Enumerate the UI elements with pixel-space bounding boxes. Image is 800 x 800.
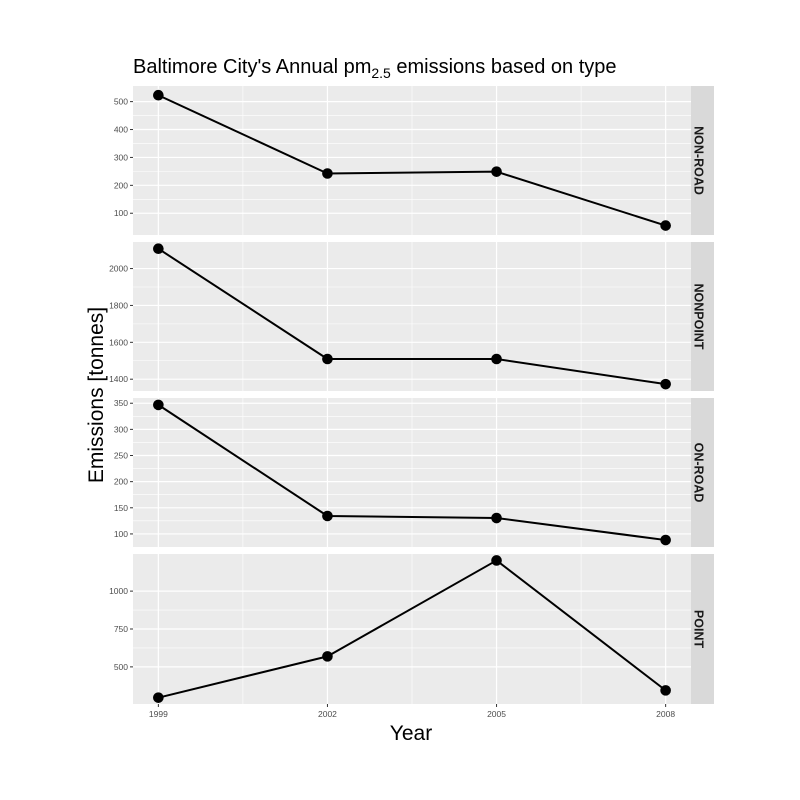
y-tick-label: 200 [114,477,128,487]
y-tick-label: 500 [114,97,128,107]
y-tick-label: 2000 [109,264,128,274]
data-point [153,89,164,101]
data-point [660,220,671,231]
y-tick-label: 1800 [109,300,128,310]
chart-title: Baltimore City's Annual pm2.5 emissions … [133,56,617,81]
series-line-point [158,559,667,699]
data-point [322,651,333,662]
y-tick-label: 300 [114,424,128,434]
data-point [153,243,164,255]
x-tick-label: 1999 [149,709,168,719]
data-point [660,534,671,546]
series-line-non-road [157,94,666,227]
facet-panels: 100 200 300 400 500 NON-ROAD 1400 1600 1800 2000 N… [109,86,714,704]
y-tick-label: 350 [114,398,128,408]
data-point [491,555,502,566]
y-tick-label: 1600 [109,337,128,347]
y-tick-label: 100 [114,529,128,539]
y-tick-label: 200 [114,180,128,190]
facet-strip [691,554,714,704]
facet-label-on-road: ON-ROAD [692,443,706,503]
facet-strip [691,86,714,235]
panel-nonpoint: 1400 1600 1800 2000 NONPOINT [109,242,714,391]
data-point [322,168,333,179]
facet-label-point: POINT [692,610,706,649]
data-point [322,353,333,365]
panel-non-road: 100 200 300 400 500 NON-ROAD [114,86,714,235]
chart-title-main: Baltimore City's Annual pm [133,56,371,78]
y-tick-label: 400 [114,125,128,135]
facet-strip [691,242,714,391]
y-tick-label: 300 [114,152,128,162]
data-point [660,685,671,696]
data-point [491,353,502,365]
y-axis-title: Emissions [tonnes] [85,307,108,483]
chart-title-end: emissions based on type [391,56,617,78]
facet-label-non-road: NON-ROAD [692,126,706,195]
facet-label-nonpoint: NONPOINT [692,284,706,350]
facet-strip [691,398,714,547]
data-point [153,399,164,411]
data-point [153,692,164,703]
series-line-on-road [157,404,666,542]
y-tick-label: 250 [114,451,128,461]
panel-on-road: 100 150 200 250 300 350 ON-ROAD [114,398,714,547]
data-point [491,166,502,177]
y-tick-label: 100 [114,208,128,218]
y-tick-label: 750 [114,624,128,634]
data-point [491,512,502,524]
y-tick-label: 150 [114,503,128,513]
x-axis-title: Year [390,722,432,745]
series-line-nonpoint [157,247,666,386]
x-axis: 1999 2002 2005 2008 [149,704,675,719]
x-tick-label: 2002 [318,709,337,719]
y-tick-label: 1000 [109,586,128,596]
x-tick-label: 2005 [487,709,506,719]
data-point [660,378,671,390]
data-point [322,510,333,522]
panel-point: 500 750 1000 POINT [109,554,714,704]
chart-title-subscript: 2.5 [371,65,391,81]
y-tick-label: 500 [114,662,128,672]
x-tick-label: 2008 [656,709,675,719]
y-tick-label: 1400 [109,374,128,384]
